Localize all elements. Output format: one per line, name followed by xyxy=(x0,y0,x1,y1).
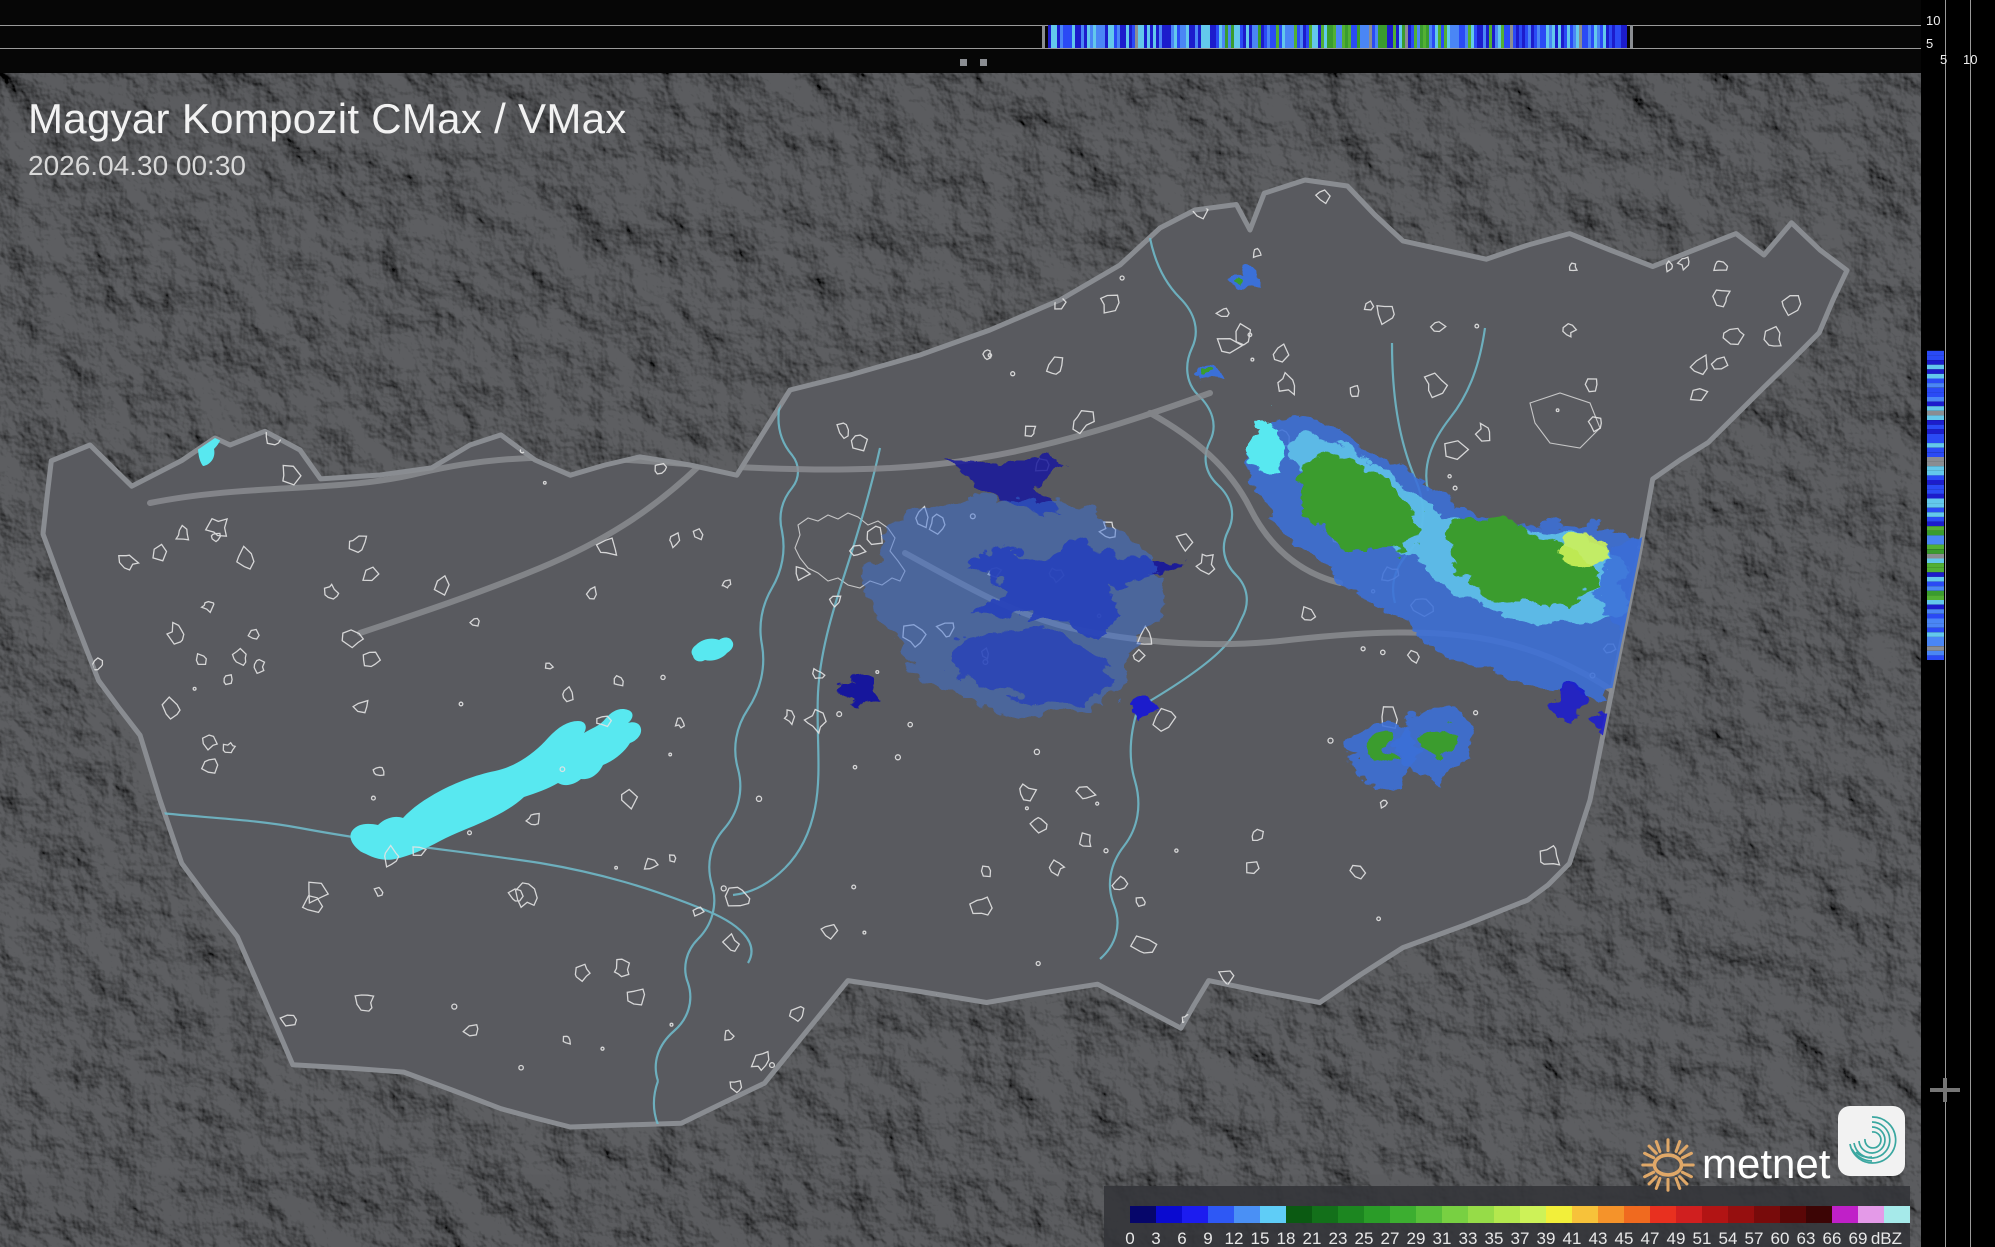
svg-text:27: 27 xyxy=(1381,1229,1400,1247)
svg-text:21: 21 xyxy=(1303,1229,1322,1247)
svg-text:69: 69 xyxy=(1849,1229,1868,1247)
svg-text:49: 49 xyxy=(1667,1229,1686,1247)
svg-text:0: 0 xyxy=(1125,1229,1134,1247)
svg-text:51: 51 xyxy=(1693,1229,1712,1247)
svg-text:66: 66 xyxy=(1823,1229,1842,1247)
svg-text:15: 15 xyxy=(1251,1229,1270,1247)
svg-text:dBZ: dBZ xyxy=(1871,1229,1902,1247)
svg-text:3: 3 xyxy=(1151,1229,1160,1247)
svg-text:25: 25 xyxy=(1355,1229,1374,1247)
svg-text:45: 45 xyxy=(1615,1229,1634,1247)
svg-text:43: 43 xyxy=(1589,1229,1608,1247)
svg-text:6: 6 xyxy=(1177,1229,1186,1247)
svg-text:39: 39 xyxy=(1537,1229,1556,1247)
svg-text:63: 63 xyxy=(1797,1229,1816,1247)
svg-text:47: 47 xyxy=(1641,1229,1660,1247)
svg-text:57: 57 xyxy=(1745,1229,1764,1247)
svg-text:31: 31 xyxy=(1433,1229,1452,1247)
svg-text:60: 60 xyxy=(1771,1229,1790,1247)
svg-text:35: 35 xyxy=(1485,1229,1504,1247)
svg-text:23: 23 xyxy=(1329,1229,1348,1247)
svg-text:41: 41 xyxy=(1563,1229,1582,1247)
svg-text:29: 29 xyxy=(1407,1229,1426,1247)
svg-text:33: 33 xyxy=(1459,1229,1478,1247)
svg-text:18: 18 xyxy=(1277,1229,1296,1247)
svg-text:9: 9 xyxy=(1203,1229,1212,1247)
svg-text:12: 12 xyxy=(1225,1229,1244,1247)
svg-text:54: 54 xyxy=(1719,1229,1738,1247)
svg-text:37: 37 xyxy=(1511,1229,1530,1247)
